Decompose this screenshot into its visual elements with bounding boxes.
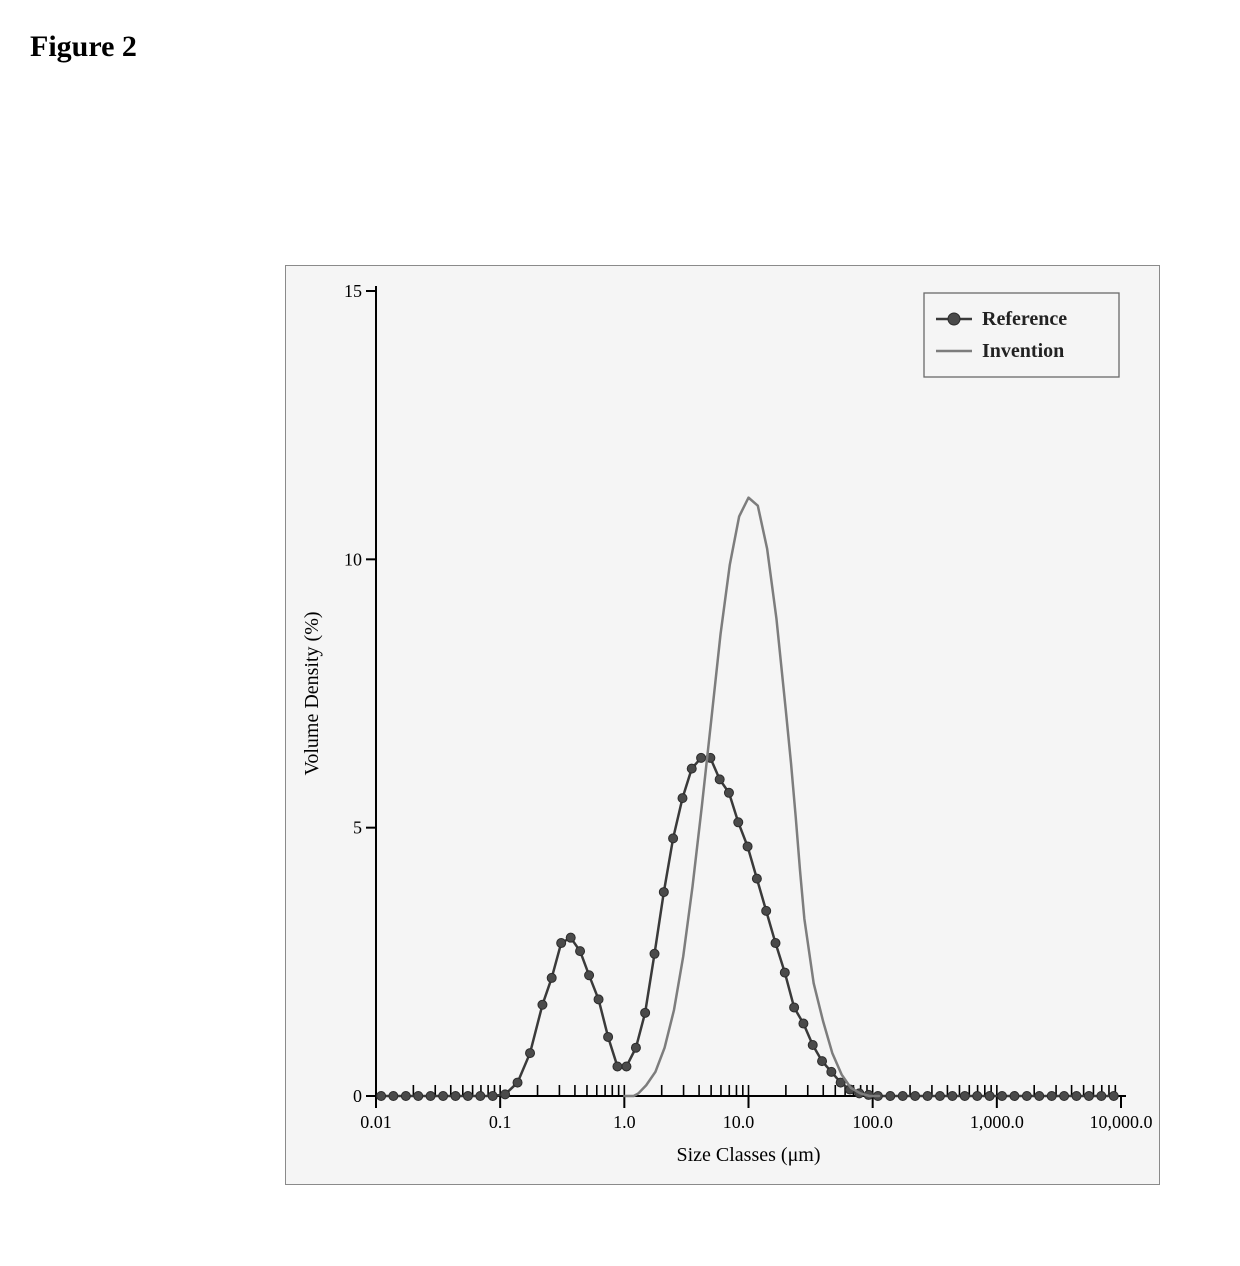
svg-text:100.0: 100.0 [852, 1112, 893, 1132]
svg-text:10,000.0: 10,000.0 [1090, 1112, 1153, 1132]
chart-svg: 0 5 10 15 0.01 0.1 1.0 100.0 1,000.0 10,000.0 10.0… [286, 266, 1159, 1184]
svg-text:0.1: 0.1 [489, 1112, 512, 1132]
svg-text:15: 15 [344, 281, 362, 301]
svg-text:0.01: 0.01 [360, 1112, 392, 1132]
svg-text:Invention: Invention [982, 340, 1064, 362]
svg-text:Reference: Reference [982, 308, 1067, 330]
svg-text:1,000.0: 1,000.0 [970, 1112, 1024, 1132]
svg-text:0: 0 [353, 1086, 362, 1106]
figure-label: Figure 2 [30, 30, 137, 64]
svg-text:1.0: 1.0 [613, 1112, 636, 1132]
svg-text:10.0: 10.0 [723, 1112, 755, 1132]
svg-text:10: 10 [344, 549, 362, 569]
svg-text:5: 5 [353, 818, 362, 838]
svg-text:Volume Density (%): Volume Density (%) [301, 611, 323, 775]
svg-text:Size Classes (μm): Size Classes (μm) [676, 1144, 820, 1166]
chart-container: 0 5 10 15 0.01 0.1 1.0 100.0 1,000.0 10,000.0 10.0… [285, 265, 1160, 1185]
page-root: Figure 2 0 5 10 15 0.01 0.1 1.0 100.0 1,000.0 10,… [0, 0, 1240, 1266]
